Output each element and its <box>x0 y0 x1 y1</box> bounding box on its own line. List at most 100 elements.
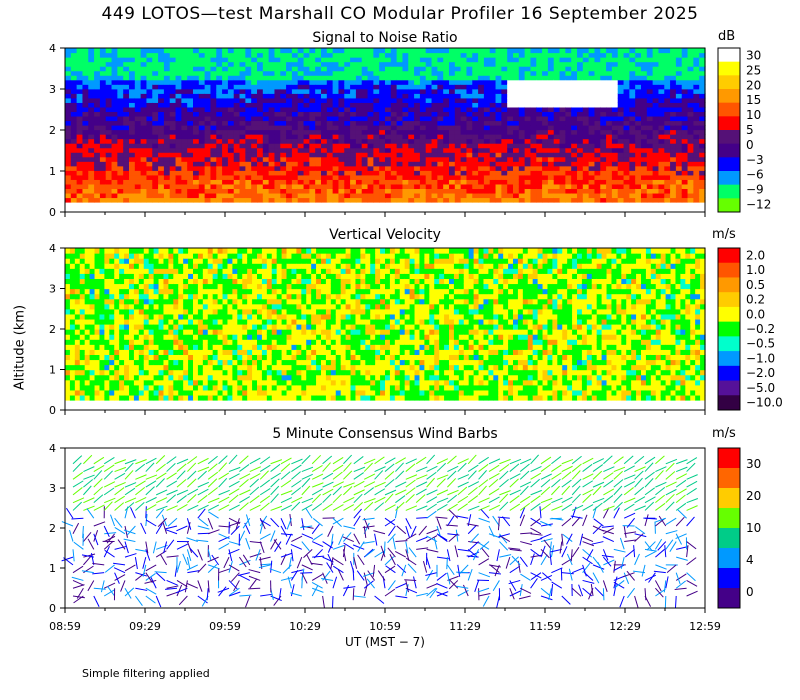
snr-cell <box>449 66 456 72</box>
snr-cell <box>675 106 683 113</box>
snr-cell <box>129 143 136 149</box>
vv-cell <box>148 354 155 361</box>
snr-cell <box>553 161 561 167</box>
vv-cell <box>143 288 150 295</box>
snr-cell <box>373 102 380 108</box>
snr-panel-title: Signal to Noise Ratio <box>312 30 458 46</box>
snr-cell <box>588 134 596 140</box>
snr-cell <box>414 79 421 85</box>
snr-cell <box>65 197 72 203</box>
snr-cell <box>478 156 485 162</box>
vv-cell <box>84 369 91 376</box>
snr-cell <box>571 138 578 144</box>
snr-cell <box>437 161 444 167</box>
vv-cell <box>168 369 174 376</box>
snr-cell <box>629 79 636 85</box>
vv-cell <box>173 334 179 340</box>
snr-cell <box>163 93 171 99</box>
snr-cell <box>94 147 101 153</box>
snr-cell <box>646 79 654 85</box>
snr-cell <box>617 174 625 180</box>
snr-cell <box>443 188 450 194</box>
snr-cell <box>303 66 310 72</box>
snr-cell <box>635 61 642 67</box>
snr-cell <box>414 192 421 199</box>
snr-cell <box>286 52 293 58</box>
snr-cell <box>478 152 485 158</box>
snr-cell <box>158 188 165 194</box>
snr-cell <box>321 183 328 190</box>
snr-cell <box>600 88 607 94</box>
snr-cell <box>489 93 497 99</box>
snr-cell <box>361 152 369 158</box>
snr-cell <box>163 165 171 171</box>
snr-cell <box>326 79 334 85</box>
snr-cell <box>350 120 357 126</box>
vv-cell <box>148 313 155 320</box>
snr-cell <box>286 170 293 176</box>
snr-cell <box>687 61 694 67</box>
snr-cell <box>222 197 229 203</box>
snr-cell <box>588 52 596 58</box>
snr-cell <box>664 156 671 162</box>
snr-cell <box>454 70 462 76</box>
snr-cell <box>489 102 497 108</box>
snr-cell <box>419 197 427 203</box>
snr-cell <box>472 93 479 99</box>
vv-cell <box>74 248 81 254</box>
snr-cell <box>233 97 241 103</box>
snr-cell <box>227 161 235 167</box>
snr-cell <box>582 115 590 122</box>
snr-cell <box>286 66 293 72</box>
snr-cell <box>652 106 660 113</box>
vv-cell <box>158 303 165 310</box>
snr-cell <box>222 97 229 103</box>
snr-cell <box>94 66 101 72</box>
snr-cell <box>635 138 642 144</box>
snr-cell <box>466 147 473 153</box>
snr-cell <box>99 170 107 176</box>
snr-cell <box>478 165 485 171</box>
snr-cell <box>385 88 392 94</box>
snr-cell <box>606 75 613 81</box>
snr-cell <box>361 102 369 108</box>
snr-cell <box>274 129 281 135</box>
snr-cell <box>326 48 334 54</box>
snr-cell <box>251 66 258 72</box>
snr-cell <box>687 165 694 171</box>
vv-cell <box>173 288 179 295</box>
snr-cell <box>629 115 636 122</box>
snr-cell <box>530 48 537 54</box>
snr-cell <box>286 129 293 135</box>
snr-cell <box>489 138 497 144</box>
snr-cell <box>588 70 596 76</box>
snr-cell <box>332 179 340 185</box>
snr-cell <box>373 48 380 54</box>
snr-cell <box>379 57 386 63</box>
vv-cell <box>79 263 86 269</box>
snr-cell <box>542 106 549 113</box>
snr-cell <box>606 106 613 113</box>
snr-cell <box>652 197 660 203</box>
snr-cell <box>198 188 206 194</box>
vv-cell <box>222 344 229 350</box>
snr-cell <box>507 106 514 113</box>
snr-cell <box>675 66 683 72</box>
snr-cell <box>326 106 334 113</box>
vv-cell <box>138 344 145 350</box>
vv-cell <box>69 318 76 325</box>
snr-cell <box>268 174 276 180</box>
snr-cell <box>501 75 508 81</box>
snr-cell <box>111 84 118 90</box>
snr-cell <box>501 152 508 158</box>
snr-cell <box>123 129 130 135</box>
snr-cell <box>222 66 229 72</box>
snr-cell <box>559 120 566 126</box>
snr-cell <box>408 75 415 81</box>
vv-cell <box>94 308 101 315</box>
snr-cell <box>431 174 438 180</box>
snr-cell <box>332 97 340 103</box>
snr-cell <box>198 106 206 113</box>
vv-cell <box>148 303 155 310</box>
snr-cell <box>361 66 369 72</box>
